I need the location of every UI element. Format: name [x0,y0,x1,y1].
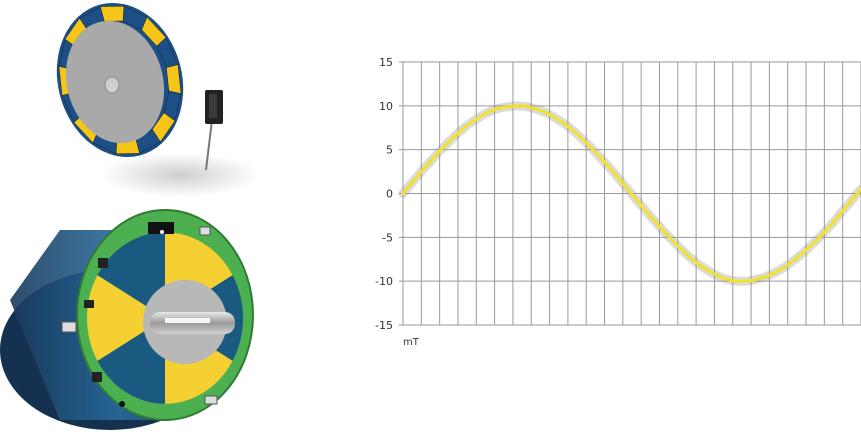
series-line [401,104,861,283]
motor-encoder [0,209,254,430]
chart-grid [399,61,861,326]
y-tick-label: 10 [379,100,393,113]
y-axis-ticks: 15 10 5 0 -5 -10 -15 [375,56,393,332]
wheel-shadow [100,153,260,197]
y-tick-label: -10 [375,275,393,288]
y-tick-label: -15 [375,319,393,332]
magnet-sector [97,232,165,318]
wheel-pole-segment [100,5,125,22]
y-tick-label: 5 [386,144,393,157]
magnetic-field-chart: 15 10 5 0 -5 -10 -15 mT [375,56,861,348]
hall-sensor [205,90,223,171]
wheel-pole-segment [156,37,179,68]
encoder-wheel [56,2,260,197]
magnet-sector [87,275,165,361]
y-tick-label: -5 [382,231,393,244]
y-tick-label: 15 [379,56,393,69]
encoder-illustration [0,2,260,430]
y-tick-label: 0 [386,188,393,201]
wheel-hub-hole [104,76,120,94]
y-axis-unit-label: mT [403,337,420,348]
